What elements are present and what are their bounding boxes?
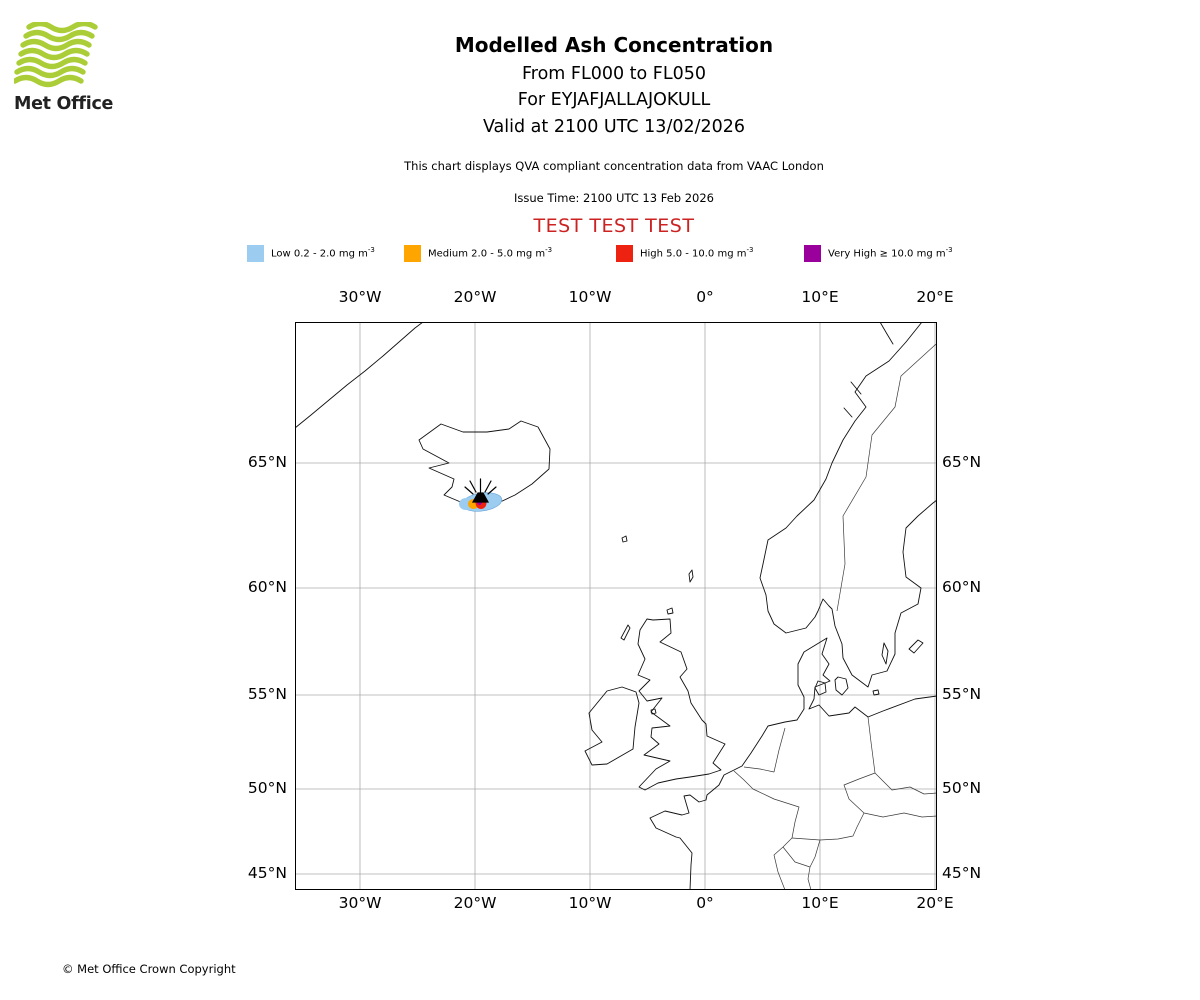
legend-label-low: Low 0.2 - 2.0 mg m-3 (271, 246, 375, 259)
legend-label-medium-sup: -3 (545, 246, 553, 255)
coast-great-britain (637, 618, 726, 791)
volcano-eruption-icon (464, 478, 497, 503)
lat-label-left-55n: 55°N (247, 685, 287, 703)
lat-label-left-65n: 65°N (247, 453, 287, 471)
border-norway-sweden (836, 343, 938, 612)
met-office-logo: Met Office (12, 20, 124, 114)
legend-swatch-very-high (804, 244, 821, 262)
legend-label-very-high-text: Very High ≥ 10.0 mg m (828, 248, 946, 260)
logo-waves-icon (12, 20, 98, 88)
legend-item-medium: Medium 2.0 - 5.0 mg m-3 (404, 244, 552, 262)
border-france-belgium-germany (733, 770, 800, 891)
coast-shetland (688, 569, 694, 583)
lon-label-bottom-10e: 10°E (801, 894, 839, 912)
legend-label-high-text: High 5.0 - 10.0 mg m (640, 248, 747, 260)
map-area (294, 321, 938, 891)
coast-greenland (294, 321, 424, 429)
lat-label-right-55n: 55°N (942, 685, 982, 703)
map-canvas (294, 321, 938, 891)
chart-description: This chart displays QVA compliant concen… (404, 159, 824, 173)
coastlines (294, 321, 938, 891)
coast-funen (814, 680, 827, 696)
lon-label-top-0: 0° (696, 288, 714, 306)
map-frame (295, 322, 937, 890)
legend-item-low: Low 0.2 - 2.0 mg m-3 (247, 244, 375, 262)
lat-label-right-65n: 65°N (942, 453, 982, 471)
legend-label-high: High 5.0 - 10.0 mg m-3 (640, 246, 753, 259)
coast-ireland (584, 686, 640, 766)
lon-label-top-30w: 30°W (338, 288, 382, 306)
legend-item-very-high: Very High ≥ 10.0 mg m-3 (804, 244, 953, 262)
legend-label-low-text: Low 0.2 - 2.0 mg m (271, 248, 368, 260)
legend-label-very-high-sup: -3 (945, 246, 953, 255)
copyright-notice: © Met Office Crown Copyright (62, 962, 236, 976)
coast-orkney (666, 607, 674, 615)
lon-label-bottom-10w: 10°W (568, 894, 612, 912)
coast-zealand (834, 676, 849, 696)
issue-time: Issue Time: 2100 UTC 13 Feb 2026 (513, 191, 714, 205)
lon-label-bottom-30w: 30°W (338, 894, 382, 912)
lat-label-right-45n: 45°N (942, 864, 982, 882)
lon-label-top-20e: 20°E (916, 288, 954, 306)
coast-scandinavia (759, 321, 938, 688)
border-benelux (743, 727, 786, 773)
country-borders (733, 343, 938, 891)
test-banner: TEST TEST TEST (533, 215, 695, 237)
subtitle-flight-levels: From FL000 to FL050 (521, 64, 707, 84)
lat-label-left-45n: 45°N (247, 864, 287, 882)
lon-label-bottom-20w: 20°W (453, 894, 497, 912)
coast-bornholm (872, 689, 880, 696)
coast-lofoten-islets (843, 381, 862, 418)
legend-label-very-high: Very High ≥ 10.0 mg m-3 (828, 246, 953, 259)
coast-iceland (418, 420, 551, 506)
border-alpine (782, 839, 821, 891)
lat-label-left-60n: 60°N (247, 578, 287, 596)
lon-label-top-10w: 10°W (568, 288, 612, 306)
legend-label-high-sup: -3 (746, 246, 754, 255)
legend-label-medium: Medium 2.0 - 5.0 mg m-3 (428, 246, 552, 259)
subtitle-volcano: For EYJAFJALLAJOKULL (517, 90, 711, 110)
legend-swatch-high (616, 244, 633, 262)
coast-faroes (621, 535, 628, 543)
border-germany-poland-czech (791, 716, 938, 841)
coast-oland (881, 642, 889, 665)
coast-gotland (908, 639, 924, 654)
page-title: Modelled Ash Concentration (454, 33, 774, 57)
coast-isle-of-man (650, 708, 657, 715)
logo-text: Met Office (14, 94, 114, 114)
subtitle-valid-time: Valid at 2100 UTC 13/02/2026 (482, 117, 746, 137)
lon-label-bottom-0: 0° (696, 894, 714, 912)
legend-label-medium-text: Medium 2.0 - 5.0 mg m (428, 248, 546, 260)
lon-label-bottom-20e: 20°E (916, 894, 954, 912)
legend-swatch-medium (404, 244, 421, 262)
legend-swatch-low (247, 244, 264, 262)
coast-hebrides (620, 624, 631, 641)
coast-norway-fjord-detail (879, 321, 894, 345)
lat-label-right-50n: 50°N (942, 779, 982, 797)
legend-label-low-sup: -3 (367, 246, 375, 255)
legend-item-high: High 5.0 - 10.0 mg m-3 (616, 244, 753, 262)
map-grid (295, 322, 937, 890)
lon-label-top-20w: 20°W (453, 288, 497, 306)
lon-label-top-10e: 10°E (801, 288, 839, 306)
lat-label-right-60n: 60°N (942, 578, 982, 596)
coast-mainland-europe (649, 637, 938, 891)
lat-label-left-50n: 50°N (247, 779, 287, 797)
